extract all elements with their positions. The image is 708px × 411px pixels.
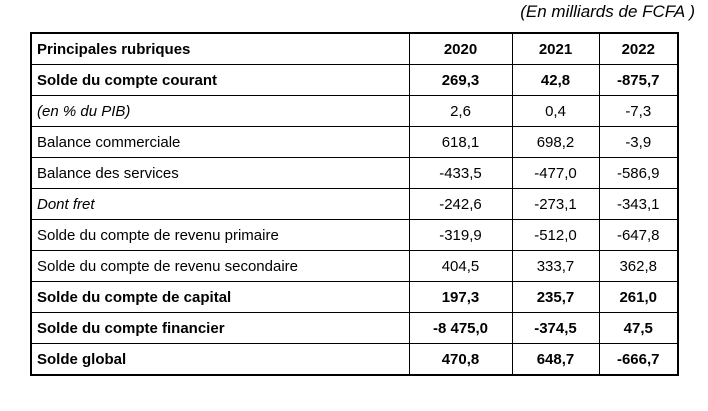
cell-value: -8 475,0	[408, 312, 513, 344]
table-row: Solde du compte courant 269,3 42,8 -875,7	[30, 64, 679, 96]
table-row: Balance des services -433,5 -477,0 -586,9	[30, 157, 679, 189]
cell-value: 470,8	[408, 343, 513, 376]
cell-value: 618,1	[408, 126, 513, 158]
table-unit-title: (En milliards de FCFA )	[520, 2, 695, 21]
table-header-row: Principales rubriques 2020 2021 2022	[30, 32, 679, 65]
row-label: Solde global	[30, 343, 410, 376]
table-row: Solde du compte financier -8 475,0 -374,5 4…	[30, 312, 679, 344]
cell-value: 404,5	[408, 250, 513, 282]
table-row: Solde du compte de capital 197,3 235,7 261,…	[30, 281, 679, 313]
table-row: (en % du PIB) 2,6 0,4 -7,3	[30, 95, 679, 127]
cell-value: -433,5	[408, 157, 513, 189]
cell-value: -512,0	[511, 219, 600, 251]
column-header-2020: 2020	[408, 32, 513, 65]
cell-value: -647,8	[598, 219, 679, 251]
column-header-rubriques: Principales rubriques	[30, 32, 410, 65]
cell-value: -374,5	[511, 312, 600, 344]
cell-value: 2,6	[408, 95, 513, 127]
cell-value: -273,1	[511, 188, 600, 220]
row-label: Solde du compte de capital	[30, 281, 410, 313]
column-header-2022: 2022	[598, 32, 679, 65]
cell-value: -319,9	[408, 219, 513, 251]
cell-value: 362,8	[598, 250, 679, 282]
row-label: Solde du compte courant	[30, 64, 410, 96]
cell-value: -7,3	[598, 95, 679, 127]
cell-value: -477,0	[511, 157, 600, 189]
cell-value: -343,1	[598, 188, 679, 220]
cell-value: -586,9	[598, 157, 679, 189]
table-row: Dont fret -242,6 -273,1 -343,1	[30, 188, 679, 220]
row-label: Balance commerciale	[30, 126, 410, 158]
row-label: Solde du compte de revenu secondaire	[30, 250, 410, 282]
table-row: Balance commerciale 618,1 698,2 -3,9	[30, 126, 679, 158]
row-label: Balance des services	[30, 157, 410, 189]
cell-value: 333,7	[511, 250, 600, 282]
balance-of-payments-table: Principales rubriques 2020 2021 2022 Sol…	[30, 32, 679, 376]
cell-value: -3,9	[598, 126, 679, 158]
cell-value: -242,6	[408, 188, 513, 220]
cell-value: -666,7	[598, 343, 679, 376]
column-header-2021: 2021	[511, 32, 600, 65]
cell-value: 269,3	[408, 64, 513, 96]
cell-value: -875,7	[598, 64, 679, 96]
cell-value: 261,0	[598, 281, 679, 313]
row-label: (en % du PIB)	[30, 95, 410, 127]
cell-value: 698,2	[511, 126, 600, 158]
cell-value: 0,4	[511, 95, 600, 127]
cell-value: 47,5	[598, 312, 679, 344]
table-row: Solde du compte de revenu primaire -319,9…	[30, 219, 679, 251]
table-row: Solde global 470,8 648,7 -666,7	[30, 343, 679, 376]
cell-value: 648,7	[511, 343, 600, 376]
table-row: Solde du compte de revenu secondaire 404,…	[30, 250, 679, 282]
row-label: Solde du compte de revenu primaire	[30, 219, 410, 251]
cell-value: 42,8	[511, 64, 600, 96]
row-label: Solde du compte financier	[30, 312, 410, 344]
row-label: Dont fret	[30, 188, 410, 220]
cell-value: 235,7	[511, 281, 600, 313]
table-body: Solde du compte courant 269,3 42,8 -875,7 (e…	[30, 64, 679, 376]
cell-value: 197,3	[408, 281, 513, 313]
